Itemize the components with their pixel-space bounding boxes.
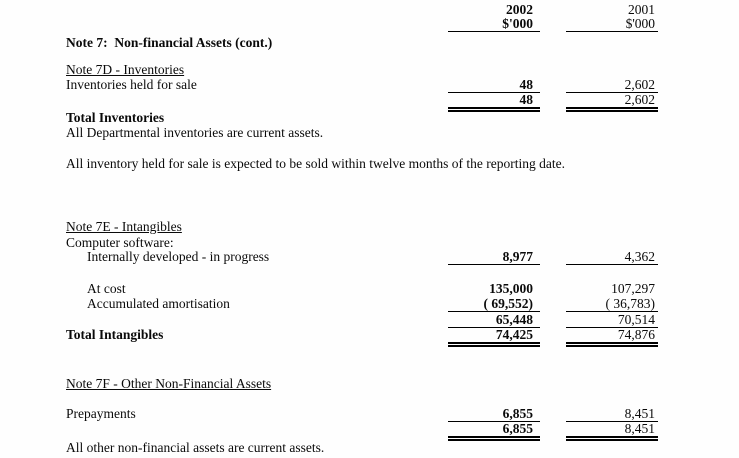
total-inventories-row: Total Inventories [0, 111, 739, 126]
other-assets-note-row: All other non-financial assets are curre… [0, 441, 739, 456]
other-assets-note-current: All other non-financial assets are curre… [66, 440, 325, 455]
row-accumulated-amortisation: Accumulated amortisation ( 69,552) ( 36,… [0, 297, 739, 312]
row-at-cost: At cost 135,000 107,297 [0, 282, 739, 297]
amount-2001: 107,297 [611, 281, 655, 296]
note7-title: Note 7: Non-financial Assets (cont.) [66, 35, 273, 50]
amount-2002: ( 69,552) [448, 297, 540, 312]
row-label: Accumulated amortisation [87, 296, 230, 311]
amount-2001: 2,602 [566, 78, 658, 93]
computer-software-label: Computer software: [66, 235, 174, 250]
column-unit-2001: $'000 [566, 17, 658, 32]
amount-2002: 6,855 [448, 422, 540, 441]
row-label: Prepayments [66, 406, 136, 421]
note7d-heading-row: Note 7D - Inventories [0, 63, 739, 78]
row-label: At cost [87, 281, 126, 296]
amount-2002: 65,448 [448, 313, 540, 328]
row-prepayments: Prepayments 6,855 8,451 [0, 407, 739, 422]
amount-2002: 48 [448, 93, 540, 112]
note7e-heading: Note 7E - Intangibles [66, 219, 182, 234]
row-inventories-total: 48 2,602 [0, 93, 739, 112]
amount-2001: 2,602 [566, 93, 658, 112]
amount-2002: 48 [448, 78, 540, 93]
amount-2001: ( 36,783) [566, 297, 658, 312]
amount-2002: 8,977 [448, 250, 540, 265]
amount-2001: 8,451 [566, 407, 658, 422]
column-header-2001: 2001 [628, 2, 655, 17]
amount-2002: 135,000 [489, 281, 533, 296]
column-header-2002: 2002 [506, 2, 533, 17]
row-label: Internally developed - in progress [87, 249, 270, 264]
amount-2002: 74,425 [448, 328, 540, 347]
inventories-note2-row: All inventory held for sale is expected … [0, 157, 739, 172]
note7e-heading-row: Note 7E - Intangibles [0, 220, 739, 235]
inventories-note-row: All Departmental inventories are current… [0, 126, 739, 141]
row-label: Inventories held for sale [66, 77, 197, 92]
inventories-note-current: All Departmental inventories are current… [66, 125, 324, 140]
row-total-intangibles: Total Intangibles 74,425 74,876 [0, 327, 739, 347]
note7d-heading: Note 7D - Inventories [66, 62, 185, 77]
inventories-note-twelve-months: All inventory held for sale is expected … [66, 156, 566, 171]
total-inventories-label: Total Inventories [66, 110, 165, 125]
amount-2001: 74,876 [566, 328, 658, 347]
amount-2001: 8,451 [566, 422, 658, 441]
amount-2002: 6,855 [448, 407, 540, 422]
row-internally-developed: Internally developed - in progress 8,977… [0, 250, 739, 265]
column-unit-2002: $'000 [448, 17, 540, 32]
amount-2001: 70,514 [566, 313, 658, 328]
note7f-heading-row: Note 7F - Other Non-Financial Assets [0, 377, 739, 392]
row-inventories-held-for-sale: Inventories held for sale 48 2,602 [0, 78, 739, 93]
row-intangibles-net: 65,448 70,514 [0, 313, 739, 328]
note7-title-row: Note 7: Non-financial Assets (cont.) [0, 36, 739, 51]
amount-2001: 4,362 [566, 250, 658, 265]
note7f-heading: Note 7F - Other Non-Financial Assets [66, 376, 272, 391]
total-intangibles-label: Total Intangibles [66, 327, 164, 342]
column-unit-row: $'000 $'000 [0, 17, 739, 32]
column-header-row: 2002 2001 [0, 3, 739, 18]
row-other-assets-total: 6,855 8,451 [0, 422, 739, 441]
computer-software-row: Computer software: [0, 236, 739, 251]
